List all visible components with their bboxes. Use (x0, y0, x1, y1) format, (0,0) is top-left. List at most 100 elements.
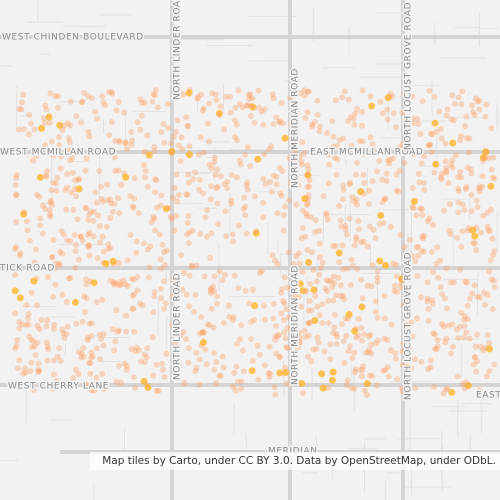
density-dot (116, 137, 123, 144)
density-dot (344, 377, 351, 384)
density-dot (455, 188, 462, 195)
density-dot (486, 368, 493, 375)
density-dot (471, 353, 478, 360)
density-dot (466, 295, 473, 302)
density-dot (483, 373, 490, 380)
density-dot (463, 279, 470, 286)
density-dot (118, 181, 125, 188)
density-dot (446, 227, 453, 234)
density-dot (379, 110, 386, 117)
density-dot (93, 199, 100, 206)
density-dot (66, 147, 73, 154)
density-dot (340, 266, 347, 273)
density-dot (183, 336, 190, 343)
density-dot (449, 321, 456, 328)
density-dot (447, 231, 454, 238)
density-dot (88, 349, 95, 356)
density-dot (280, 298, 287, 305)
road-label: NORTH LINDER ROAD (173, 0, 183, 100)
density-dot (186, 303, 193, 310)
density-dot (158, 295, 165, 302)
density-dot (434, 343, 441, 350)
density-dot (332, 242, 339, 249)
road-label: NORTH LOCUST GROVE ROAD (404, 252, 414, 400)
density-dot (244, 179, 251, 186)
density-dot (449, 343, 456, 350)
density-dot (451, 100, 458, 107)
density-dot (440, 390, 447, 397)
density-dot (128, 346, 135, 353)
density-dot (133, 238, 140, 245)
density-dot (92, 108, 99, 115)
density-dot (294, 344, 301, 351)
density-dot (370, 145, 377, 152)
density-dot (52, 93, 59, 100)
density-dot (97, 239, 104, 246)
density-dot (115, 282, 122, 289)
density-dot (38, 317, 45, 324)
density-dot (247, 91, 254, 98)
density-dot (67, 98, 74, 105)
density-dot (273, 173, 280, 180)
density-dot (365, 200, 372, 207)
density-dot (296, 339, 303, 346)
density-dot (12, 310, 19, 317)
density-dot (143, 353, 150, 360)
density-dot (84, 232, 91, 239)
density-dot (281, 364, 288, 371)
density-dot (189, 227, 196, 234)
density-dot (357, 188, 365, 196)
density-dot (476, 294, 483, 301)
density-dot (257, 269, 264, 276)
density-dot (319, 320, 326, 327)
density-dot (435, 274, 442, 281)
density-dot (404, 364, 412, 372)
density-dot (188, 263, 195, 270)
density-dot (440, 207, 447, 214)
density-dot (431, 169, 438, 176)
density-dot (91, 387, 98, 394)
density-dot (321, 348, 328, 355)
density-dot (369, 141, 376, 148)
density-dot (489, 174, 496, 181)
density-dot (144, 132, 151, 139)
density-dot (221, 126, 228, 133)
density-dot (86, 320, 93, 327)
density-dot (351, 121, 358, 128)
density-dot (133, 249, 140, 256)
density-dot (338, 321, 345, 328)
density-dot (180, 269, 187, 276)
density-dot (246, 96, 253, 103)
density-dot (127, 231, 134, 238)
density-dot (228, 172, 235, 179)
density-dot (42, 206, 49, 213)
density-dot (400, 340, 407, 347)
density-dot (358, 239, 365, 246)
density-dot (78, 119, 85, 126)
density-dot (248, 336, 255, 343)
density-dot (462, 186, 469, 193)
density-dot (349, 194, 356, 201)
density-dot (50, 371, 57, 378)
density-dot (392, 350, 399, 357)
density-dot (63, 206, 70, 213)
density-dot (399, 362, 406, 369)
density-dot (13, 243, 20, 250)
density-dot (483, 101, 490, 108)
density-dot (233, 174, 240, 181)
density-dot (414, 115, 421, 122)
density-dot (75, 176, 82, 183)
density-dot (242, 203, 249, 210)
density-dot (16, 319, 23, 326)
density-dot (301, 92, 308, 99)
density-dot (316, 227, 323, 234)
density-dot (409, 185, 416, 192)
density-dot (131, 291, 138, 298)
density-dot (147, 243, 154, 250)
density-dot (30, 338, 37, 345)
density-dot (317, 265, 324, 272)
density-dot (369, 262, 376, 269)
density-dot (480, 157, 487, 164)
density-dot (58, 153, 65, 160)
density-dot (409, 333, 416, 340)
